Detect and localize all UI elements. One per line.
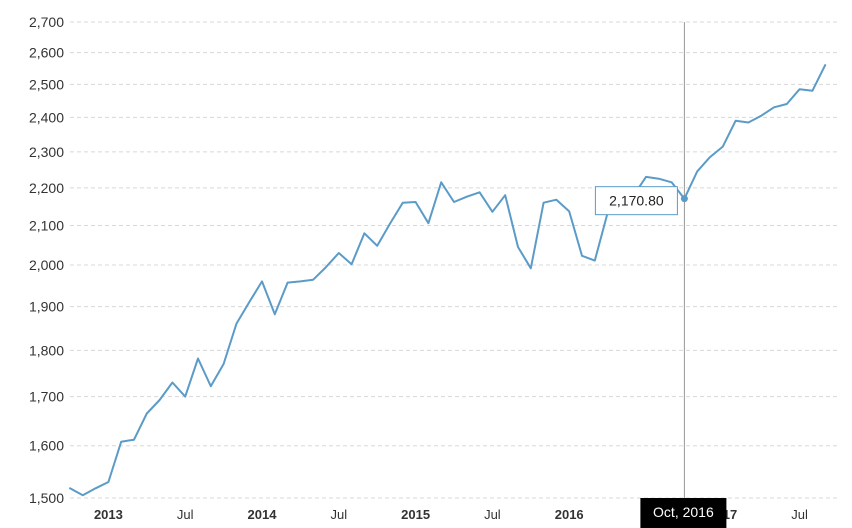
y-tick-label: 2,500 xyxy=(29,76,64,92)
gridlines xyxy=(70,21,838,499)
y-tick-label: 1,900 xyxy=(29,299,64,315)
highlight-point xyxy=(680,195,688,203)
x-axis-ticks: 2013Jul2014Jul2015Jul20162017Jul xyxy=(94,507,808,522)
y-tick-label: 1,700 xyxy=(29,389,64,405)
x-tick-label: 2016 xyxy=(555,507,584,522)
y-tick-label: 1,600 xyxy=(29,438,64,454)
tooltip-box xyxy=(594,186,678,216)
y-tick-label: 2,600 xyxy=(29,45,64,61)
x-tick-label: 2013 xyxy=(94,507,123,522)
x-tick-label: Jul xyxy=(484,507,501,522)
y-tick-label: 1,500 xyxy=(29,490,64,506)
y-tick-label: 2,100 xyxy=(29,218,64,234)
value-tooltip: 2,170.80 xyxy=(594,186,678,216)
y-tick-label: 2,700 xyxy=(29,14,64,30)
date-tooltip-label: Oct, 2016 xyxy=(653,504,714,520)
y-tick-label: 2,000 xyxy=(29,257,64,273)
x-tick-label: 2015 xyxy=(401,507,430,522)
series-line[interactable] xyxy=(69,64,827,497)
date-tooltip: Oct, 2016 xyxy=(640,498,727,528)
x-tick-label: Jul xyxy=(330,507,347,522)
tooltip-value: 2,170.80 xyxy=(609,193,664,209)
y-tick-label: 1,800 xyxy=(29,342,64,358)
x-tick-label: Jul xyxy=(791,507,808,522)
x-tick-label: 2014 xyxy=(248,507,278,522)
x-tick-label: Jul xyxy=(177,507,194,522)
y-axis-ticks: 1,500 1,600 1,700 1,800 1,900 2,000 2,100 2,200… xyxy=(29,14,64,506)
y-tick-label: 2,200 xyxy=(29,180,64,196)
y-tick-label: 2,400 xyxy=(29,109,64,125)
highlight-marker xyxy=(680,195,688,203)
y-tick-label: 2,300 xyxy=(29,144,64,160)
date-tooltip-box xyxy=(640,498,727,528)
